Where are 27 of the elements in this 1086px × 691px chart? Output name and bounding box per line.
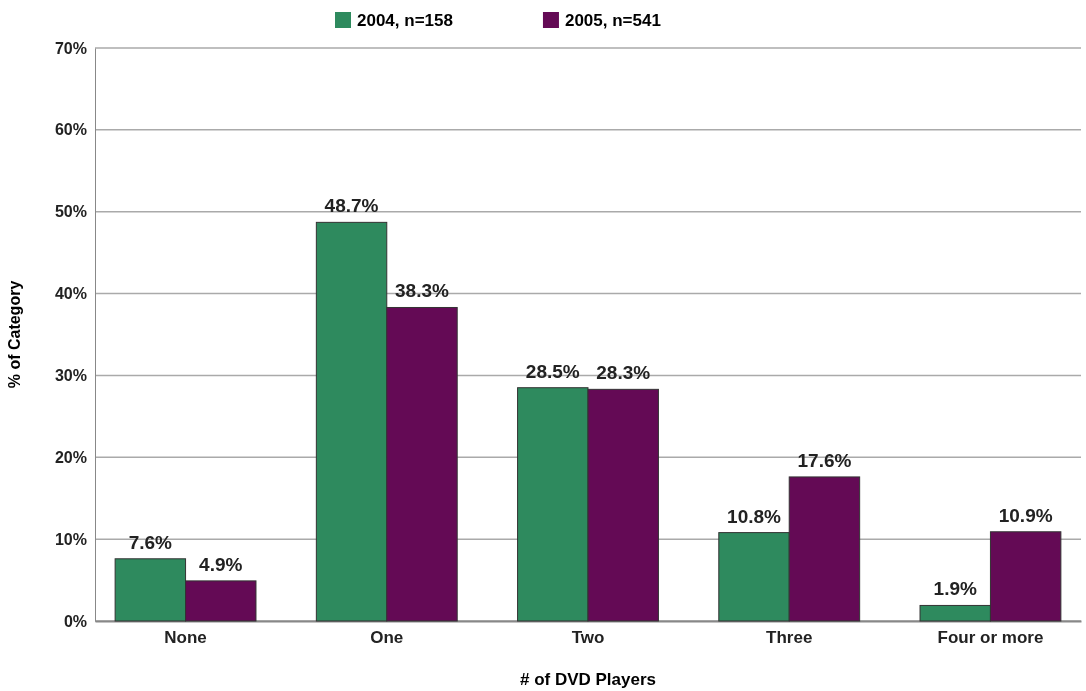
data-label: 28.5% — [525, 360, 580, 382]
y-tick-label: 0% — [63, 612, 87, 630]
y-tick-label: 20% — [54, 448, 87, 466]
data-label: 17.6% — [797, 449, 852, 471]
x-tick-label: None — [164, 628, 207, 648]
data-label: 7.6% — [128, 531, 173, 553]
data-label: 38.3% — [395, 280, 450, 302]
data-label: 48.7% — [324, 195, 379, 217]
data-label: 28.3% — [596, 362, 651, 384]
y-axis-title: % of Category — [6, 280, 23, 389]
data-label: 10.9% — [998, 504, 1053, 526]
legend-label: 2005, n=541 — [564, 11, 661, 30]
legend-label: 2004, n=158 — [357, 11, 453, 30]
y-tick-label: 10% — [54, 530, 87, 548]
x-tick-label: Three — [766, 628, 813, 648]
data-label: 10.8% — [727, 505, 782, 527]
y-tick-label: 50% — [54, 203, 87, 221]
x-tick-label: Two — [571, 628, 605, 648]
y-tick-label: 70% — [54, 39, 87, 57]
data-label: 1.9% — [933, 578, 977, 600]
y-tick-label: 40% — [54, 285, 87, 303]
data-label: 4.9% — [199, 553, 243, 575]
y-tick-label: 60% — [54, 121, 87, 139]
x-axis-title: # of DVD Players — [519, 670, 657, 689]
x-tick-label: One — [370, 628, 404, 648]
x-tick-label: Four or more — [937, 628, 1044, 648]
y-tick-label: 30% — [54, 367, 87, 385]
